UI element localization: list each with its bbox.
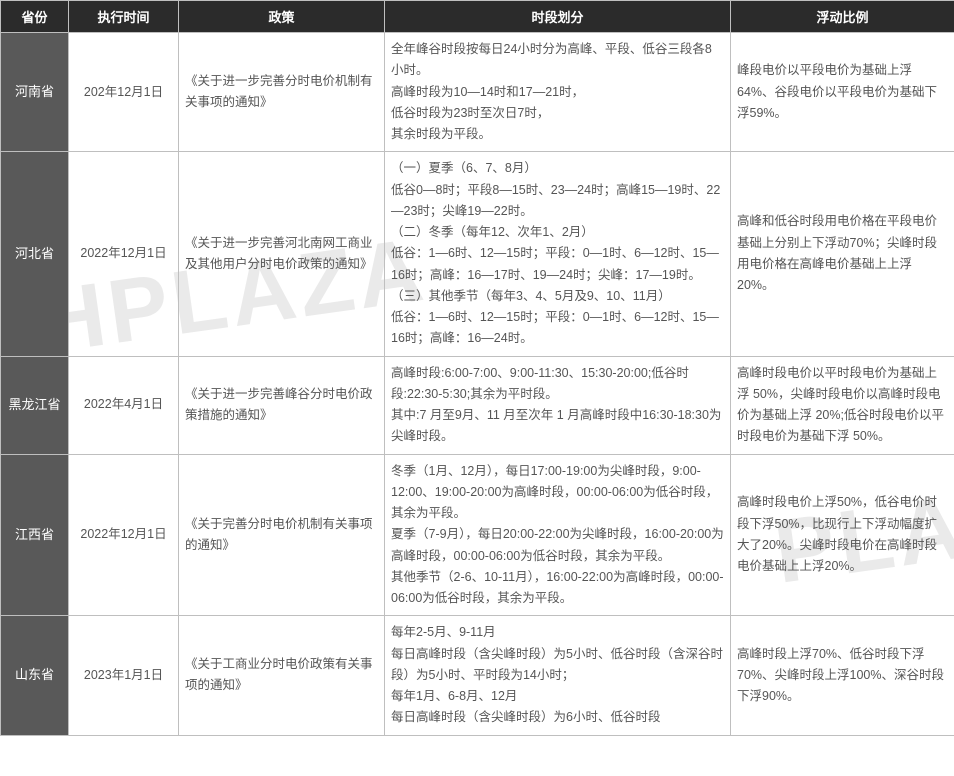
cell-periods: （一）夏季（6、7、8月）低谷0—8时；平段8—15时、23—24时；高峰15—… <box>385 152 731 356</box>
cell-date: 2022年12月1日 <box>69 454 179 616</box>
cell-float: 峰段电价以平段电价为基础上浮64%、谷段电价以平段电价为基础下浮59%。 <box>731 33 954 152</box>
policy-table: 省份 执行时间 政策 时段划分 浮动比例 河南省202年12月1日《关于进一步完… <box>0 0 954 736</box>
table-row: 江西省2022年12月1日《关于完善分时电价机制有关事项的通知》冬季（1月、12… <box>1 454 954 616</box>
col-periods: 时段划分 <box>385 1 731 33</box>
col-float: 浮动比例 <box>731 1 954 33</box>
cell-date: 202年12月1日 <box>69 33 179 152</box>
cell-periods: 冬季（1月、12月），每日17:00-19:00为尖峰时段，9:00-12:00… <box>385 454 731 616</box>
cell-float: 高峰时段上浮70%、低谷时段下浮70%、尖峰时段上浮100%、深谷时段下浮90%… <box>731 616 954 735</box>
cell-policy: 《关于完善分时电价机制有关事项的通知》 <box>179 454 385 616</box>
cell-policy: 《关于进一步完善河北南网工商业及其他用户分时电价政策的通知》 <box>179 152 385 356</box>
cell-province: 河北省 <box>1 152 69 356</box>
cell-province: 黑龙江省 <box>1 356 69 454</box>
table-row: 山东省2023年1月1日《关于工商业分时电价政策有关事项的通知》每年2-5月、9… <box>1 616 954 735</box>
table-row: 黑龙江省2022年4月1日《关于进一步完善峰谷分时电价政策措施的通知》高峰时段:… <box>1 356 954 454</box>
cell-province: 江西省 <box>1 454 69 616</box>
cell-float: 高峰和低谷时段用电价格在平段电价基础上分别上下浮动70%；尖峰时段用电价格在高峰… <box>731 152 954 356</box>
cell-policy: 《关于进一步完善峰谷分时电价政策措施的通知》 <box>179 356 385 454</box>
header-row: 省份 执行时间 政策 时段划分 浮动比例 <box>1 1 954 33</box>
cell-province: 河南省 <box>1 33 69 152</box>
cell-periods: 每年2-5月、9-11月每日高峰时段（含尖峰时段）为5小时、低谷时段（含深谷时段… <box>385 616 731 735</box>
cell-date: 2022年12月1日 <box>69 152 179 356</box>
col-policy: 政策 <box>179 1 385 33</box>
cell-periods: 高峰时段:6:00-7:00、9:00-11:30、15:30-20:00;低谷… <box>385 356 731 454</box>
cell-date: 2022年4月1日 <box>69 356 179 454</box>
cell-float: 高峰时段电价上浮50%，低谷电价时段下浮50%，比现行上下浮动幅度扩大了20%。… <box>731 454 954 616</box>
col-province: 省份 <box>1 1 69 33</box>
cell-periods: 全年峰谷时段按每日24小时分为高峰、平段、低谷三段各8小时。高峰时段为10—14… <box>385 33 731 152</box>
cell-policy: 《关于工商业分时电价政策有关事项的通知》 <box>179 616 385 735</box>
cell-float: 高峰时段电价以平时段电价为基础上浮 50%，尖峰时段电价以高峰时段电价为基础上浮… <box>731 356 954 454</box>
cell-policy: 《关于进一步完善分时电价机制有关事项的通知》 <box>179 33 385 152</box>
table-row: 河南省202年12月1日《关于进一步完善分时电价机制有关事项的通知》全年峰谷时段… <box>1 33 954 152</box>
col-date: 执行时间 <box>69 1 179 33</box>
cell-province: 山东省 <box>1 616 69 735</box>
table-row: 河北省2022年12月1日《关于进一步完善河北南网工商业及其他用户分时电价政策的… <box>1 152 954 356</box>
cell-date: 2023年1月1日 <box>69 616 179 735</box>
